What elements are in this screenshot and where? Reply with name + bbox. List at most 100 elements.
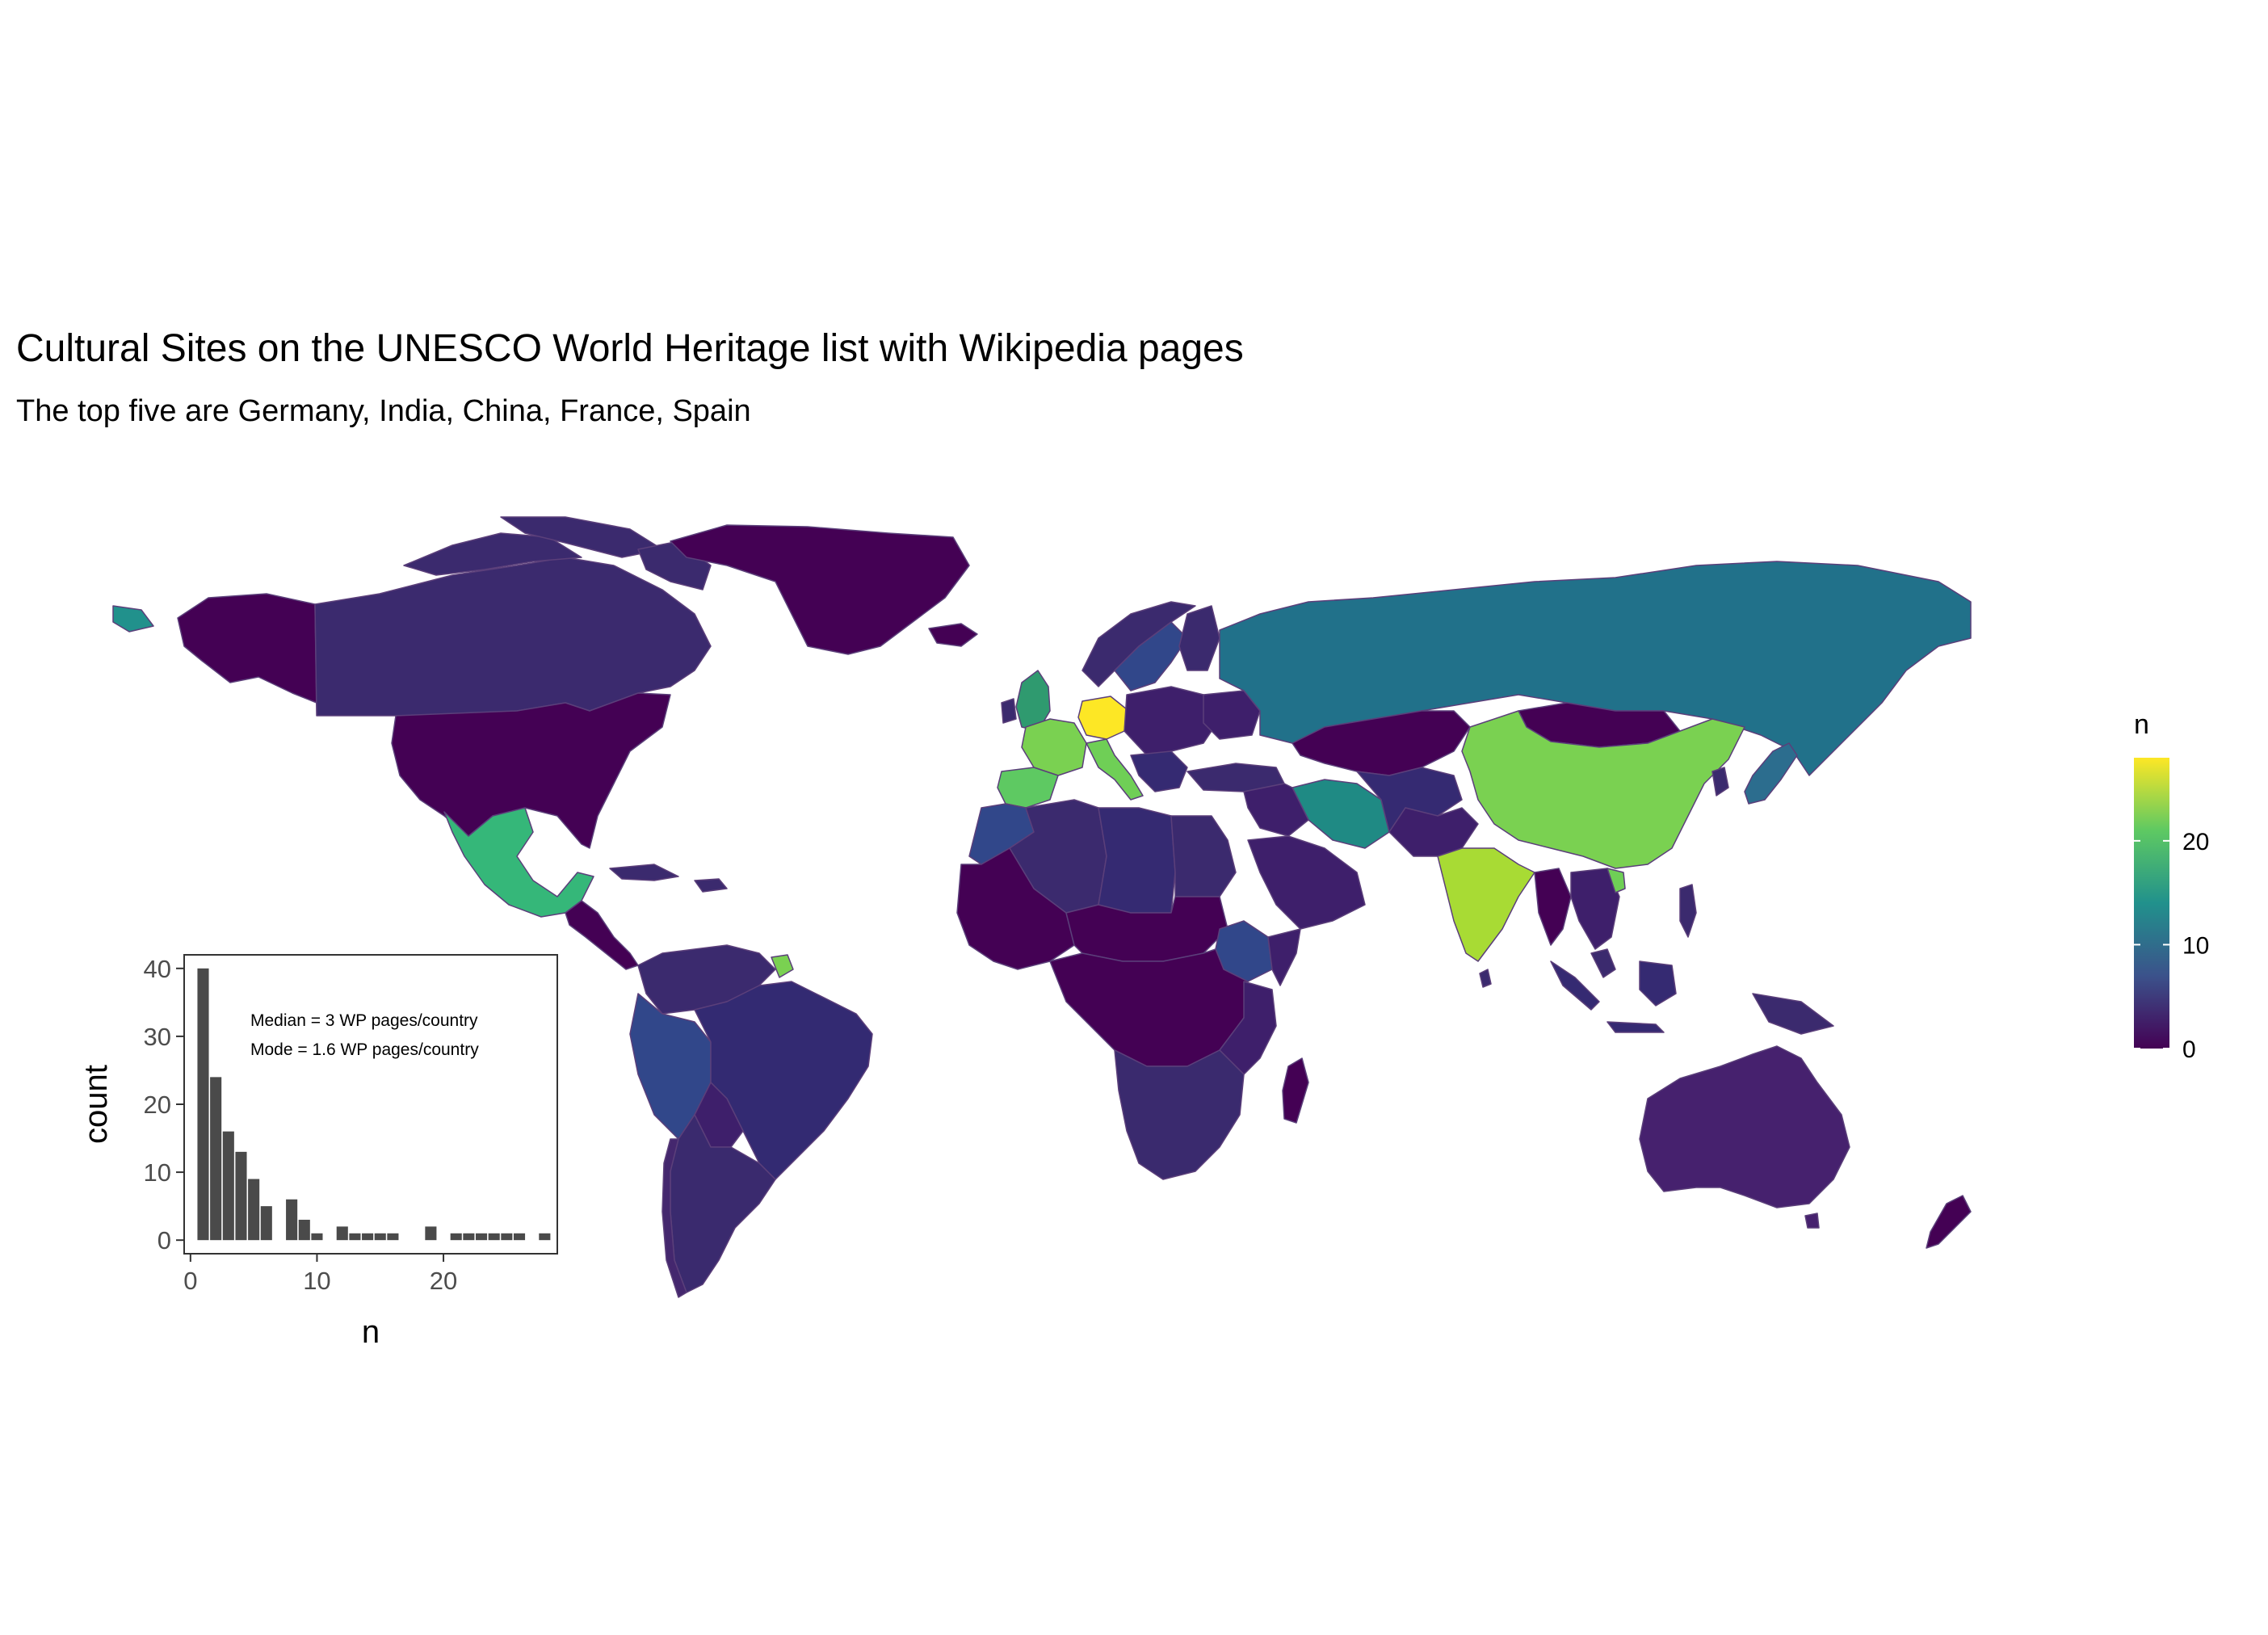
histogram-bar	[235, 1151, 247, 1241]
region-canada	[314, 557, 712, 717]
legend: n 0 10 20	[2134, 709, 2209, 1063]
region-tasmania	[1804, 1213, 1820, 1229]
inset-annotation-median: Median = 3 WP pages/country	[250, 1011, 478, 1030]
region-indonesia-sumatra	[1550, 960, 1600, 1011]
world-map	[112, 516, 1972, 1298]
region-west-africa	[956, 847, 1075, 970]
region-suriname	[771, 954, 794, 978]
histogram-bar	[475, 1233, 488, 1241]
region-sweden	[1114, 621, 1188, 691]
x-tick-label: 10	[303, 1267, 330, 1295]
histogram-bars	[197, 968, 551, 1241]
region-indonesia-borneo	[1639, 960, 1677, 1007]
region-alaska	[177, 593, 317, 704]
histogram-bar	[374, 1233, 386, 1241]
region-italy	[1086, 738, 1144, 801]
region-philippines	[1679, 884, 1697, 938]
region-egypt	[1170, 815, 1237, 897]
legend-ticks: 0 10 20	[2134, 829, 2209, 1063]
region-iraq-syria	[1243, 783, 1309, 837]
region-central-america	[565, 900, 639, 970]
y-tick-label: 0	[158, 1226, 171, 1255]
histogram-bar	[222, 1131, 234, 1241]
region-japan	[1744, 742, 1798, 805]
region-saudi-arabia	[1247, 835, 1366, 930]
region-chile	[662, 1138, 687, 1298]
inset-x-label: n	[362, 1314, 380, 1350]
region-madagascar	[1282, 1057, 1309, 1124]
y-tick-label: 40	[144, 955, 171, 983]
region-spain	[997, 767, 1059, 809]
region-libya	[1098, 807, 1176, 914]
histogram-bar	[260, 1206, 272, 1241]
histogram-axes: 0 10 20 0 10 20 30 40	[144, 955, 458, 1295]
region-central-asia	[1356, 767, 1463, 833]
region-southern-africa	[1114, 1049, 1245, 1180]
region-france	[1021, 718, 1087, 776]
region-china	[1461, 710, 1745, 869]
region-greenland	[670, 524, 970, 655]
x-tick-label: 0	[183, 1267, 197, 1295]
histogram-bar	[197, 968, 209, 1241]
region-arctic-islands	[403, 532, 582, 576]
histogram-bar	[248, 1179, 260, 1241]
region-papua	[1752, 993, 1834, 1035]
histogram-bar	[298, 1219, 310, 1241]
y-tick-label: 30	[144, 1023, 171, 1051]
region-korea	[1712, 767, 1729, 796]
region-mexico	[443, 807, 594, 918]
region-myanmar	[1534, 868, 1572, 946]
region-norway	[1082, 601, 1196, 687]
region-central-africa	[1049, 948, 1249, 1067]
histogram-bar	[387, 1233, 399, 1241]
inset-histogram: 0 10 20 0 10 20 30 40 Median = 3 WP pages/count…	[78, 954, 558, 1350]
region-new-zealand	[1926, 1195, 1972, 1249]
inset-y-label: count	[78, 1065, 114, 1144]
histogram-bar	[311, 1233, 323, 1241]
histogram-bar	[501, 1233, 513, 1241]
histogram-bar	[425, 1226, 437, 1241]
region-hispaniola	[694, 878, 728, 893]
histogram-bar	[210, 1077, 222, 1241]
region-malaysia	[1590, 948, 1616, 978]
x-tick-label: 20	[430, 1267, 457, 1295]
plot-subtitle: The top five are Germany, India, China, …	[16, 394, 751, 428]
region-horn	[1267, 928, 1301, 986]
histogram-bar	[336, 1226, 348, 1241]
plot-title: Cultural Sites on the UNESCO World Herit…	[16, 327, 1244, 370]
legend-tick-label: 0	[2182, 1036, 2196, 1063]
legend-tick-label: 10	[2182, 932, 2209, 959]
region-australia	[1639, 1045, 1850, 1208]
legend-tick-label: 20	[2182, 829, 2209, 855]
histogram-bar	[539, 1233, 551, 1241]
region-kazakhstan	[1292, 710, 1471, 776]
histogram-bar	[286, 1199, 298, 1241]
region-usa	[391, 692, 671, 849]
region-east-africa	[1219, 981, 1277, 1075]
histogram-bar	[362, 1233, 374, 1241]
y-tick-label: 10	[144, 1158, 171, 1187]
region-aleutian	[112, 605, 154, 633]
histogram-bar	[349, 1233, 361, 1241]
region-india	[1437, 847, 1535, 962]
histogram-bar	[513, 1233, 526, 1241]
region-eastern-europe	[1124, 686, 1220, 756]
histogram-bar	[450, 1233, 462, 1241]
region-caribbean	[609, 864, 679, 881]
region-germany	[1077, 696, 1128, 740]
legend-title: n	[2134, 709, 2149, 740]
region-colombia-venezuela	[637, 944, 776, 1015]
region-sri-lanka	[1479, 969, 1492, 988]
histogram-bar	[488, 1233, 500, 1241]
legend-colorbar	[2134, 758, 2169, 1049]
inset-annotation-mode: Mode = 1.6 WP pages/country	[250, 1040, 479, 1059]
region-iceland	[928, 623, 978, 647]
region-indonesia-java	[1606, 1021, 1665, 1033]
region-ireland	[1001, 698, 1017, 724]
region-vietnam	[1606, 868, 1626, 893]
region-afghanistan-pakistan	[1388, 807, 1479, 857]
y-tick-label: 20	[144, 1091, 171, 1119]
region-finland	[1178, 605, 1220, 671]
